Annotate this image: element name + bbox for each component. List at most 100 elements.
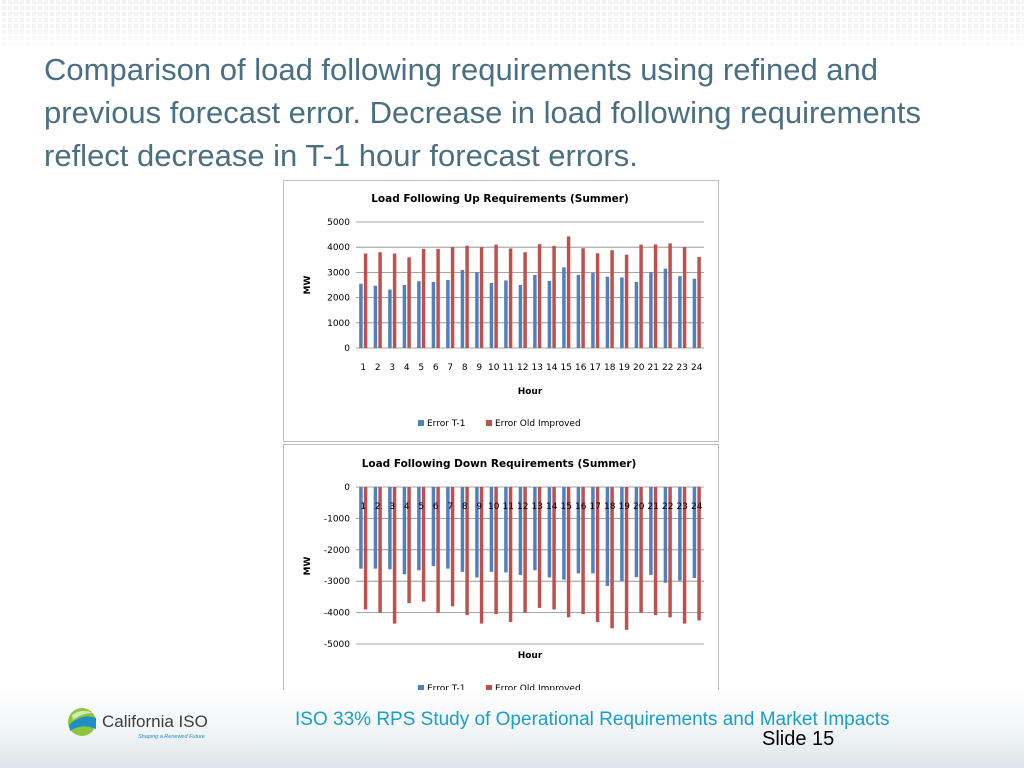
bar-error-old-improved-hour-7	[450, 247, 455, 348]
legend-label: Error Old Improved	[495, 684, 581, 694]
bar-error-t1-hour-6	[431, 281, 436, 348]
slide-title: Comparison of load following requirement…	[44, 52, 922, 173]
y-tick-label: -5000	[324, 640, 350, 650]
bar-error-t1-hour-8	[460, 487, 465, 572]
chart-title: Load Following Down Requirements (Summer…	[362, 458, 637, 470]
x-tick-label: 11	[503, 363, 514, 373]
bar-error-old-improved-hour-9	[479, 247, 484, 348]
y-tick-label: -2000	[324, 546, 350, 556]
load-following-down-chart-svg: Load Following Down Requirements (Summer…	[303, 458, 704, 694]
bar-error-t1-hour-13	[533, 487, 537, 571]
x-tick-label: 23	[677, 502, 688, 512]
bar-error-t1-hour-22	[663, 487, 668, 583]
legend-swatch-error-t1	[418, 685, 424, 691]
bar-error-t1-hour-4	[402, 285, 407, 348]
bar-error-t1-hour-1	[359, 283, 363, 348]
bar-error-t1-hour-6	[431, 487, 436, 567]
bar-error-old-improved-hour-8	[465, 245, 469, 348]
load-following-up-chart: Load Following Up Requirements (Summer) 0…	[283, 180, 719, 442]
bar-error-old-improved-hour-19	[624, 254, 629, 348]
x-tick-label: 14	[546, 502, 558, 512]
bar-error-t1-hour-9	[475, 487, 479, 578]
x-tick-label: 5	[418, 363, 424, 373]
x-tick-label: 21	[648, 502, 659, 512]
bar-error-old-improved-hour-20	[639, 244, 643, 348]
bar-error-t1-hour-7	[446, 487, 450, 569]
x-tick-label: 20	[633, 502, 645, 512]
bar-error-old-improved-hour-20	[639, 487, 643, 613]
bar-error-t1-hour-15	[562, 487, 566, 580]
bar-error-t1-hour-13	[533, 274, 537, 348]
bar-error-t1-hour-11	[504, 280, 508, 348]
x-tick-label: 5	[418, 502, 424, 512]
legend-label: Error T-1	[427, 419, 465, 429]
bar-error-old-improved-hour-3	[392, 253, 397, 348]
bar-error-old-improved-hour-24	[697, 487, 701, 621]
x-tick-label: 8	[462, 502, 468, 512]
bar-error-old-improved-hour-1	[363, 253, 368, 348]
x-tick-label: 17	[590, 363, 601, 373]
california-iso-logo: California ISO Shaping a Renewed Future	[66, 705, 226, 741]
bar-error-old-improved-hour-10	[494, 487, 498, 615]
bar-error-t1-hour-20	[634, 487, 639, 578]
bar-error-old-improved-hour-23	[682, 487, 687, 624]
bar-error-t1-hour-14	[547, 280, 552, 348]
bar-error-old-improved-hour-6	[436, 487, 440, 613]
footer-text: ISO 33% RPS Study of Operational Require…	[295, 709, 890, 730]
x-tick-label: 8	[462, 363, 468, 373]
x-tick-label: 2	[375, 502, 381, 512]
x-tick-label: 9	[476, 363, 482, 373]
bar-error-t1-hour-11	[504, 487, 508, 573]
x-tick-label: 15	[561, 502, 572, 512]
x-tick-label: 3	[389, 502, 395, 512]
bar-error-old-improved-hour-21	[653, 244, 658, 348]
bar-error-t1-hour-16	[576, 487, 581, 574]
y-axis-label: MW	[303, 556, 313, 575]
x-tick-label: 4	[404, 363, 410, 373]
y-tick-label: -3000	[324, 577, 350, 587]
x-tick-label: 2	[375, 363, 381, 373]
x-axis-label: Hour	[518, 651, 543, 661]
x-tick-label: 19	[619, 502, 631, 512]
bar-error-t1-hour-9	[475, 272, 479, 348]
x-tick-label: 4	[404, 502, 410, 512]
bar-error-t1-hour-5	[417, 487, 421, 571]
x-tick-label: 10	[488, 363, 500, 373]
bar-error-t1-hour-7	[446, 279, 450, 348]
bar-error-old-improved-hour-16	[581, 248, 585, 348]
bar-error-old-improved-hour-12	[523, 252, 527, 348]
bar-error-old-improved-hour-4	[407, 257, 411, 348]
bar-error-old-improved-hour-23	[682, 247, 687, 348]
x-tick-label: 12	[517, 363, 528, 373]
bar-error-old-improved-hour-13	[537, 244, 542, 348]
bar-error-t1-hour-19	[620, 487, 624, 582]
bar-error-t1-hour-18	[605, 487, 610, 586]
bar-error-t1-hour-1	[359, 487, 363, 569]
x-tick-label: 13	[532, 363, 543, 373]
x-tick-label: 15	[561, 363, 572, 373]
bar-error-t1-hour-14	[547, 487, 552, 578]
bar-error-old-improved-hour-21	[653, 487, 658, 616]
bar-error-t1-hour-18	[605, 276, 610, 348]
bar-error-t1-hour-20	[634, 281, 639, 348]
y-tick-label: 0	[344, 344, 350, 354]
bar-error-old-improved-hour-1	[363, 487, 368, 610]
y-tick-label: 2000	[327, 294, 350, 304]
legend-swatch-error-old-improved	[486, 685, 492, 691]
x-tick-label: 21	[648, 363, 659, 373]
bar-error-t1-hour-2	[373, 285, 378, 348]
load-following-up-chart-svg: Load Following Up Requirements (Summer) 0…	[303, 193, 704, 429]
bar-error-old-improved-hour-14	[552, 487, 556, 610]
x-tick-label: 24	[691, 502, 703, 512]
y-tick-label: 3000	[327, 268, 350, 278]
bar-error-old-improved-hour-22	[668, 243, 672, 348]
footer-band	[0, 690, 1024, 768]
bar-error-t1-hour-5	[417, 281, 421, 348]
bar-error-old-improved-hour-10	[494, 244, 498, 348]
bar-error-t1-hour-22	[663, 268, 668, 348]
y-tick-label: -1000	[324, 514, 350, 524]
bar-error-old-improved-hour-18	[610, 250, 614, 348]
bar-error-t1-hour-15	[562, 267, 566, 348]
x-tick-label: 23	[677, 363, 688, 373]
legend-swatch-error-t1	[418, 420, 424, 426]
